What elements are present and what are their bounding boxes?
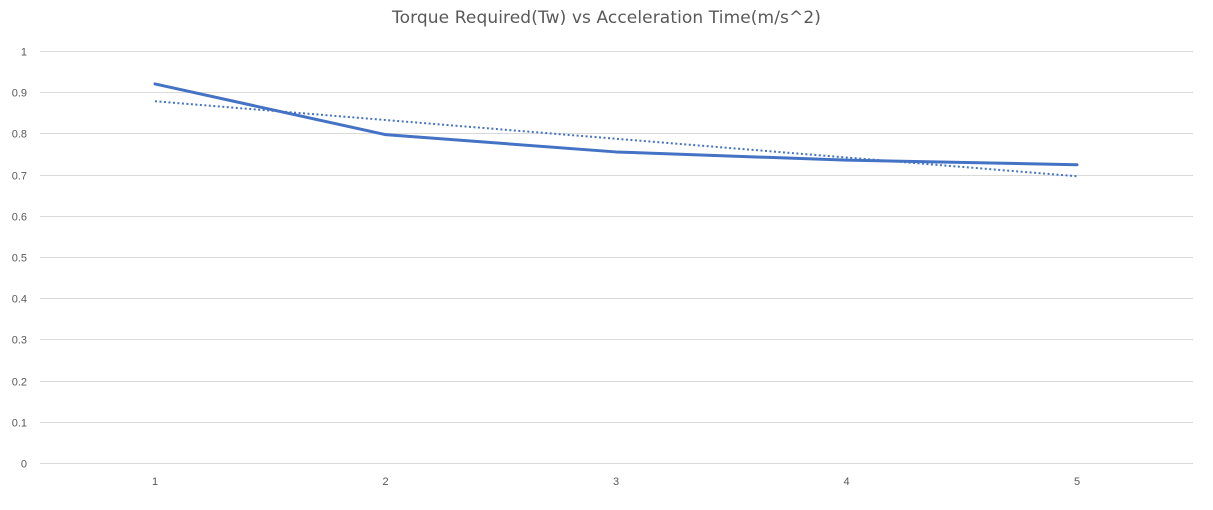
- y-tick-label: 0.4: [12, 294, 27, 306]
- series-line: [153, 82, 1079, 167]
- trendline-layer: [154, 100, 1078, 178]
- y-tick-label: 0.1: [12, 418, 27, 430]
- gridlines: [40, 51, 1193, 464]
- y-tick-label: 0.2: [12, 377, 27, 389]
- y-tick-label: 1: [21, 47, 27, 59]
- y-axis-ticks: 0 0.1 0.2 0.3 0.4 0.5 0.6 0.7 0.8 0.9 1: [12, 47, 27, 471]
- series-layer: [153, 82, 1079, 167]
- x-tick-label: 4: [843, 476, 849, 488]
- trendline: [154, 100, 1078, 178]
- x-tick-label: 2: [382, 476, 388, 488]
- x-tick-label: 3: [613, 476, 619, 488]
- y-tick-label: 0.5: [12, 253, 27, 265]
- x-tick-label: 5: [1074, 476, 1080, 488]
- chart-title: Torque Required(Tw) vs Acceleration Time…: [392, 8, 821, 28]
- y-tick-label: 0.9: [12, 88, 27, 100]
- x-axis-ticks: 1 2 3 4 5: [152, 476, 1080, 488]
- y-tick-label: 0.6: [12, 212, 27, 224]
- y-tick-label: 0: [21, 459, 27, 471]
- y-tick-label: 0.7: [12, 171, 27, 183]
- x-tick-label: 1: [152, 476, 158, 488]
- y-tick-label: 0.8: [12, 129, 27, 141]
- y-tick-label: 0.3: [12, 335, 27, 347]
